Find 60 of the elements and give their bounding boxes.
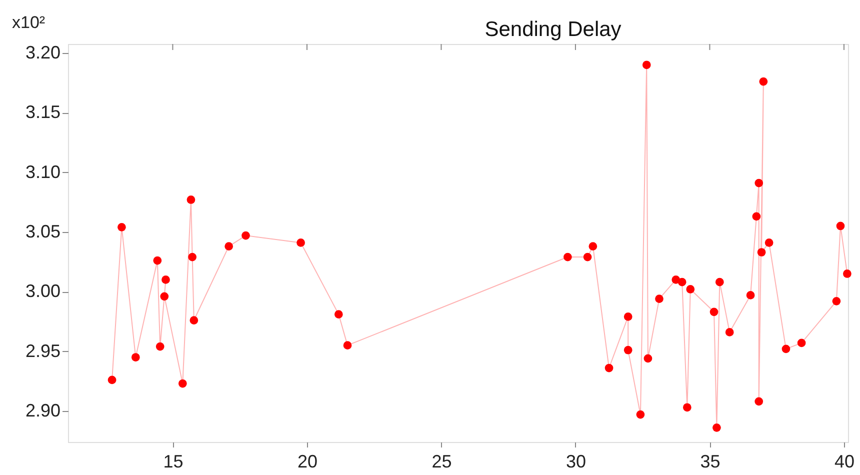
y-tick-label: 3.10: [25, 162, 60, 182]
point: [190, 316, 198, 324]
y-tick-label: 3.20: [25, 42, 60, 62]
point: [624, 312, 632, 321]
x-tick-label: 25: [432, 452, 452, 472]
point: [636, 410, 645, 419]
point: [754, 178, 764, 188]
point: [764, 238, 774, 247]
point: [715, 278, 724, 286]
point: [644, 354, 652, 363]
y-tick-label: 3.15: [25, 102, 60, 122]
point: [752, 212, 761, 221]
text: x10²: [12, 13, 46, 32]
point: [746, 291, 755, 300]
point: [153, 256, 162, 265]
x-tick-label: 30: [566, 452, 586, 472]
point: [162, 276, 170, 284]
point: [186, 196, 196, 204]
x-tick-label: 15: [163, 452, 184, 472]
x-tick-label: 35: [700, 452, 720, 472]
point: [604, 364, 614, 372]
point: [224, 242, 234, 250]
point: [682, 403, 692, 412]
point: [712, 424, 721, 432]
point: [131, 353, 140, 362]
y-tick-label: 2.95: [25, 340, 60, 361]
point: [655, 294, 664, 303]
y-tick-label: 3.05: [25, 221, 60, 242]
point: [678, 278, 686, 286]
x-tick-label: 20: [297, 452, 318, 472]
point: [296, 238, 305, 247]
chart-title: Sending Delay: [484, 18, 622, 41]
point: [832, 297, 841, 306]
point: [178, 379, 187, 388]
point: [624, 346, 632, 354]
point: [588, 242, 598, 250]
point: [757, 248, 766, 256]
point: [836, 222, 845, 230]
point: [754, 397, 764, 406]
point: [583, 252, 592, 262]
point: [843, 270, 852, 278]
point: [334, 310, 343, 318]
point: [710, 308, 718, 316]
y-tick-label: 2.90: [25, 400, 60, 420]
point: [118, 223, 126, 232]
y-tick-label: 3.00: [25, 281, 60, 302]
point: [564, 252, 572, 262]
x-tick-label: 40: [834, 452, 854, 472]
point: [686, 285, 695, 294]
point: [188, 252, 196, 262]
point: [242, 231, 250, 240]
point: [642, 60, 651, 70]
point: [156, 342, 164, 351]
point: [160, 292, 169, 301]
point: [725, 328, 734, 336]
point: [797, 338, 806, 348]
point: [759, 77, 768, 86]
point: [108, 376, 116, 384]
point: [782, 344, 790, 354]
point: [343, 341, 352, 350]
